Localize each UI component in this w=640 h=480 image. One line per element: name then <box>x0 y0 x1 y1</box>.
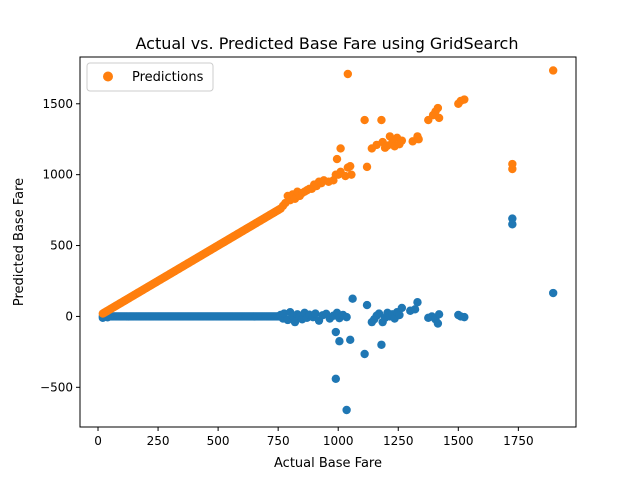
data-point <box>395 310 404 320</box>
x-tick-label: 1750 <box>503 434 534 448</box>
data-point <box>336 144 345 153</box>
legend: Predictions <box>86 62 214 92</box>
data-point <box>433 319 443 328</box>
data-point <box>362 162 372 172</box>
data-point <box>410 305 420 314</box>
y-tick-label: 0 <box>65 309 73 323</box>
data-point <box>374 309 384 318</box>
data-point <box>508 220 517 229</box>
data-point <box>460 95 469 104</box>
data-point <box>331 327 341 337</box>
data-point <box>362 300 372 310</box>
axes-frame <box>79 56 577 428</box>
chart-title: Actual vs. Predicted Base Fare using Gri… <box>136 34 519 53</box>
legend-entry-predictions: Predictions <box>132 70 204 85</box>
x-tick-label: 1000 <box>323 434 354 448</box>
data-point <box>434 113 444 123</box>
plot-area <box>98 66 558 415</box>
data-point <box>413 298 422 307</box>
x-axis: 0 250 500 750 1000 1250 1500 1750 <box>94 427 534 448</box>
data-point <box>377 340 386 349</box>
data-point <box>335 337 344 346</box>
data-point <box>385 132 395 141</box>
data-point <box>332 154 342 164</box>
x-tick-label: 1250 <box>383 434 414 448</box>
data-point <box>348 294 357 303</box>
y-tick-label: 500 <box>50 239 73 253</box>
data-point <box>290 317 300 327</box>
data-point <box>346 335 355 345</box>
data-point <box>342 312 351 322</box>
data-point <box>460 312 469 322</box>
series-1 <box>98 214 558 415</box>
data-point <box>342 405 351 415</box>
data-point <box>548 66 558 75</box>
legend-marker <box>103 71 113 82</box>
data-point <box>548 288 558 298</box>
x-tick-label: 1500 <box>443 434 474 448</box>
y-axis: −500 0 500 1000 1500 <box>40 97 80 394</box>
data-point <box>346 161 355 171</box>
data-point <box>508 164 517 174</box>
data-point <box>343 69 353 79</box>
legend-box <box>86 62 214 92</box>
data-point <box>397 303 407 313</box>
data-point <box>397 136 407 145</box>
data-point <box>360 115 369 125</box>
data-point <box>360 349 369 359</box>
x-tick-label: 500 <box>207 434 230 448</box>
data-point <box>347 170 356 179</box>
y-tick-label: 1000 <box>42 168 73 182</box>
series-2 <box>98 66 558 318</box>
data-point <box>434 310 444 319</box>
data-point <box>433 103 443 113</box>
y-tick-label: −500 <box>40 380 73 394</box>
data-point <box>377 115 386 125</box>
x-tick-label: 750 <box>267 434 290 448</box>
x-tick-label: 250 <box>147 434 170 448</box>
data-point <box>331 374 341 383</box>
x-tick-label: 0 <box>94 434 102 448</box>
x-axis-label: Actual Base Fare <box>274 456 382 471</box>
data-point <box>311 309 320 318</box>
data-point <box>414 135 423 144</box>
y-axis-label: Predicted Base Fare <box>12 178 27 306</box>
y-tick-label: 1500 <box>42 97 73 111</box>
